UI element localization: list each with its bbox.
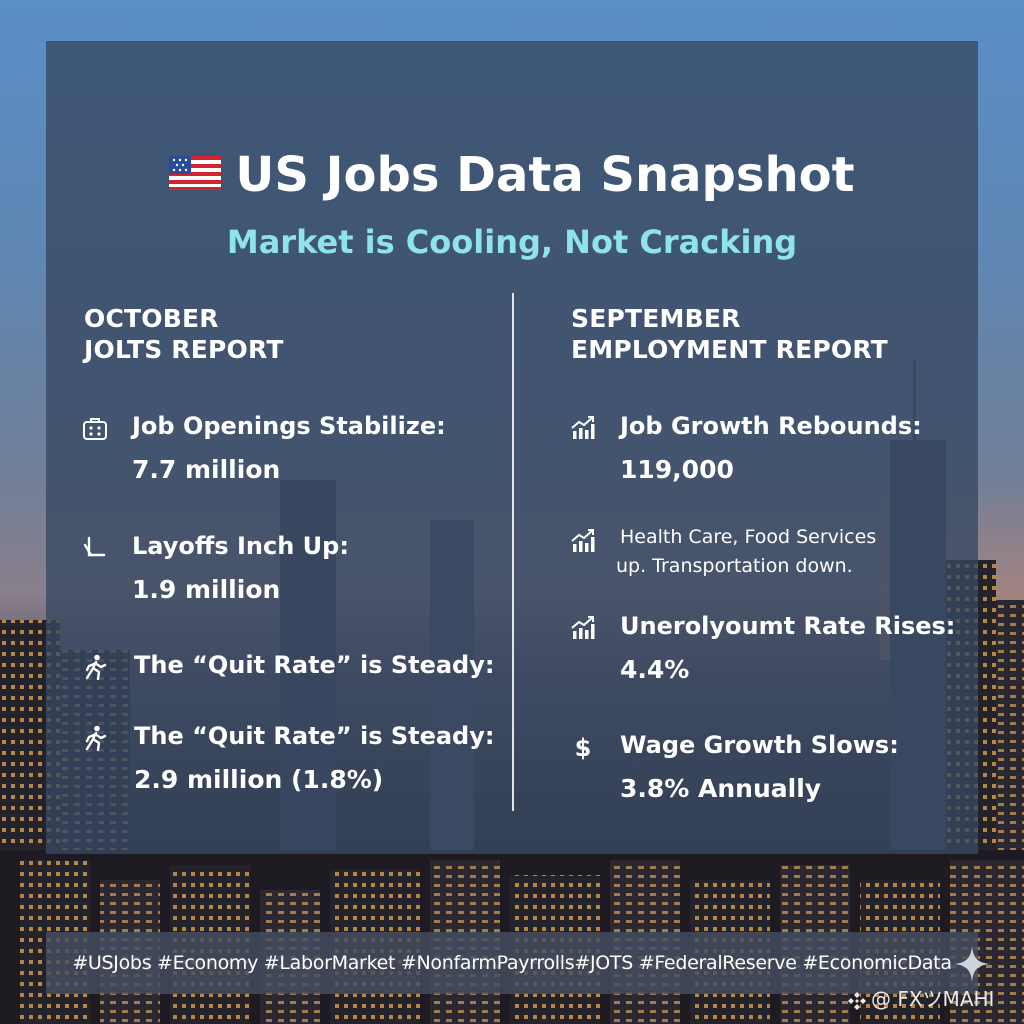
page-title: US Jobs Data Snapshot xyxy=(46,145,978,205)
layoffs-label: Layoffs Inch Up: xyxy=(132,532,349,560)
arrow-down-turn-icon xyxy=(83,536,106,557)
unemployment-label: Unerolyoumt Rate Rises: xyxy=(620,612,956,640)
growth-chart-icon xyxy=(571,416,595,439)
walking-person-icon xyxy=(85,654,107,680)
growth-chart-icon xyxy=(571,616,595,639)
content-panel: US Jobs Data Snapshot Market is Cooling,… xyxy=(46,41,978,854)
job-openings-label: Job Openings Stabilize: xyxy=(132,412,446,440)
quit-rate-value: 2.9 million (1.8%) xyxy=(134,765,384,794)
column-divider xyxy=(512,293,514,811)
us-flag-icon xyxy=(169,156,222,190)
job-growth-value: 119,000 xyxy=(620,455,734,484)
quit-rate-label: The “Quit Rate” is Steady: xyxy=(134,651,495,679)
layoffs-value: 1.9 million xyxy=(132,575,281,604)
left-heading-line1: OCTOBER xyxy=(84,304,219,333)
svg-text:$: $ xyxy=(575,734,592,760)
left-column-heading: OCTOBER JOLTS REPORT xyxy=(84,303,284,365)
job-openings-value: 7.7 million xyxy=(132,455,281,484)
sparkle-icon xyxy=(954,946,990,982)
wage-growth-label: Wage Growth Slows: xyxy=(620,731,899,759)
unemployment-value: 4.4% xyxy=(620,655,690,684)
right-heading-line1: SEPTEMBER xyxy=(571,304,741,333)
watermark-text: @ FXツMAHI xyxy=(871,987,995,1011)
left-heading-line2: JOLTS REPORT xyxy=(84,335,284,364)
page-title-text: US Jobs Data Snapshot xyxy=(235,147,855,203)
diamond-logo-icon xyxy=(848,991,866,1010)
watermark: @ FXツMAHI xyxy=(847,986,994,1012)
briefcase-icon xyxy=(83,418,107,440)
hashtag-bar: #USJobs #Economy #LaborMarket #NonfarmPa… xyxy=(46,932,978,994)
growth-chart-icon xyxy=(571,529,595,552)
right-heading-line2: EMPLOYMENT REPORT xyxy=(571,335,888,364)
wage-growth-value: 3.8% Annually xyxy=(620,774,822,803)
right-column-heading: SEPTEMBER EMPLOYMENT REPORT xyxy=(571,303,888,365)
walking-person-icon xyxy=(85,725,107,751)
page-subtitle: Market is Cooling, Not Cracking xyxy=(226,223,798,261)
sector-note-line1: Health Care, Food Services xyxy=(620,526,877,548)
job-growth-label: Job Growth Rebounds: xyxy=(620,412,922,440)
quit-rate-label-2: The “Quit Rate” is Steady: xyxy=(134,722,495,750)
dollar-icon: $ xyxy=(575,734,592,760)
sector-note-line2: up. Transportation down. xyxy=(616,555,853,577)
